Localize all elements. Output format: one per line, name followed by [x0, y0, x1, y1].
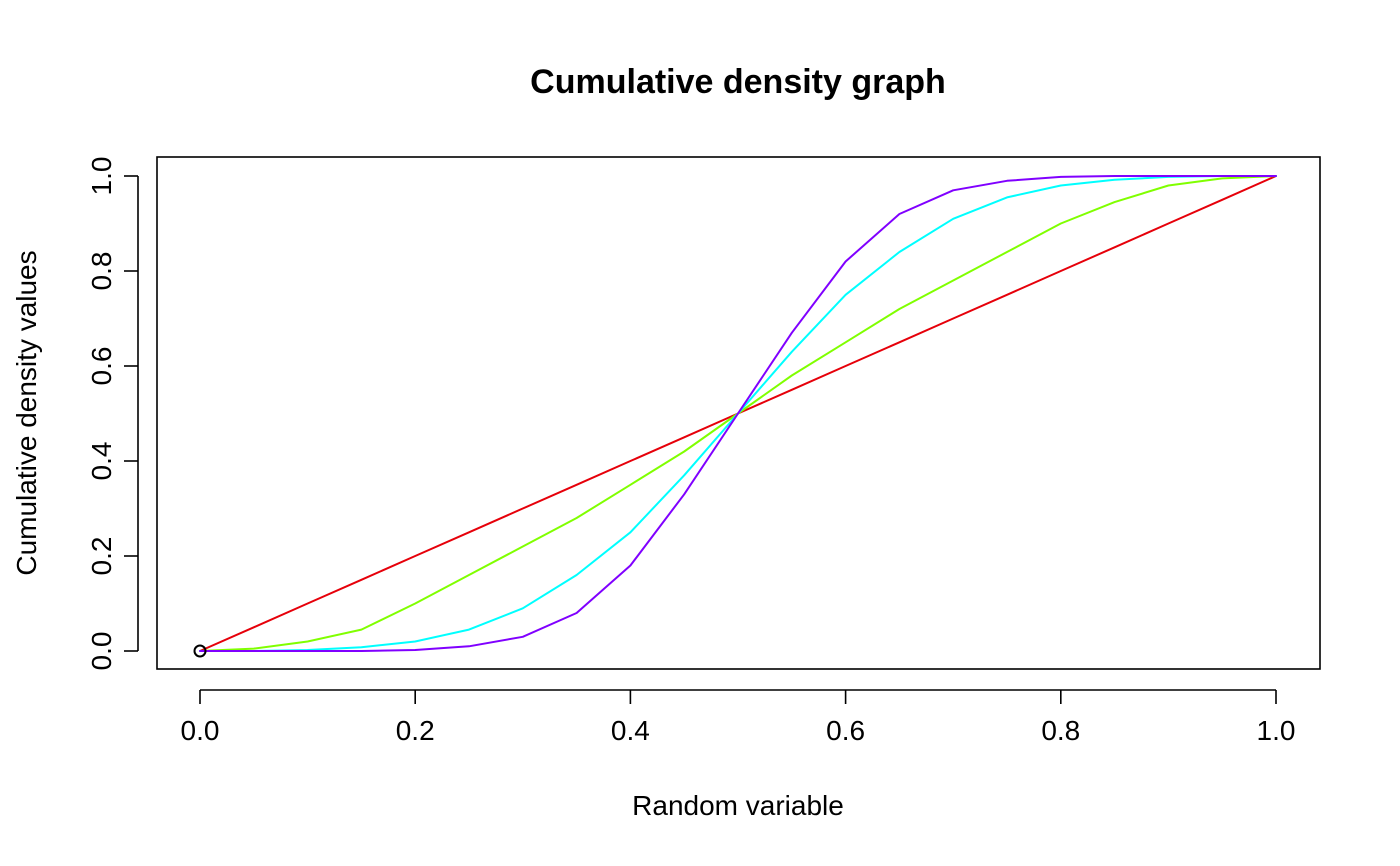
x-axis: 0.0 0.2 0.4 0.6 0.8 1.0: [181, 689, 1296, 746]
y-tick-label-5: 1.0: [86, 157, 117, 196]
plot-area-border: [156, 156, 1321, 670]
series-group: [199, 175, 1277, 652]
data-point-1: [193, 644, 207, 658]
x-tick-label-3: 0.6: [826, 715, 865, 746]
x-tick-label-5: 1.0: [1257, 715, 1296, 746]
y-tick-label-3: 0.6: [86, 347, 117, 386]
y-axis-label: Cumulative density values: [11, 250, 42, 575]
x-tick-label-1: 0.2: [396, 715, 435, 746]
y-tick-label-2: 0.4: [86, 442, 117, 481]
chart-title: Cumulative density graph: [530, 63, 946, 101]
x-axis-label: Random variable: [632, 790, 844, 821]
x-tick-label-4: 0.8: [1041, 715, 1080, 746]
y-tick-label-0: 0.0: [86, 632, 117, 671]
y-axis: 0.0 0.2 0.4 0.6 0.8 1.0: [86, 157, 139, 671]
y-tick-label-4: 0.8: [86, 252, 117, 291]
y-tick-label-1: 0.2: [86, 537, 117, 576]
points-group: [193, 644, 207, 658]
x-tick-label-2: 0.4: [611, 715, 650, 746]
x-tick-label-0: 0.0: [181, 715, 220, 746]
series-line-4: [199, 175, 1277, 652]
